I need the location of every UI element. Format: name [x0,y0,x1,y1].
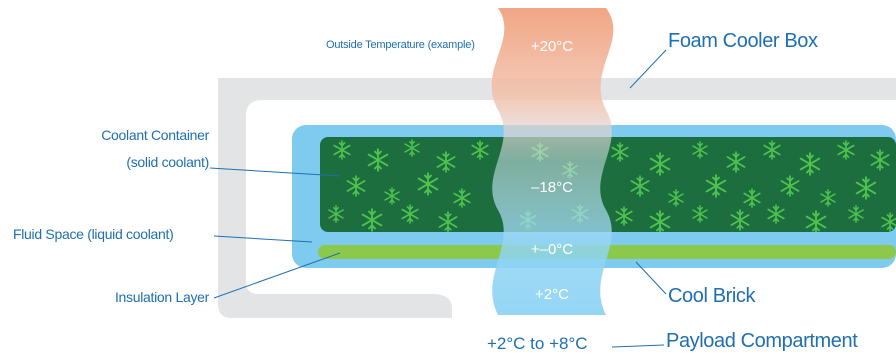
coolant-temperature-value: –18°C [531,179,573,196]
leader-payload [611,344,665,348]
fluid-space-label: Fluid Space (liquid coolant) [13,226,174,242]
coolant-container-label-line2: (solid coolant) [126,154,209,170]
leader-insulation [213,252,341,299]
payload-temperature-range: +2°C to +8°C [487,334,588,353]
leader-lines [209,49,667,348]
insulation-temperature-value: +2°C [535,286,569,303]
outside-temperature-label: Outside Temperature (example) [326,39,475,51]
leader-fluid [213,235,313,243]
leader-cool-brick [635,261,667,295]
payload-compartment-label: Payload Compartment [666,330,858,352]
coolant-container-label-line1: Coolant Container [101,127,209,143]
insulation-layer-label: Insulation Layer [114,289,209,305]
fluid-temperature-value: +–0°C [530,241,574,258]
temperature-band [491,8,614,315]
foam-cooler-box-label: Foam Cooler Box [668,30,818,52]
coolant-container [320,137,896,232]
foam-cooler-box [218,78,896,318]
cool-brick-label: Cool Brick [668,285,756,307]
leader-foam [629,49,667,89]
leader-coolant [209,167,341,177]
outside-temperature-value: +20°C [530,38,574,55]
